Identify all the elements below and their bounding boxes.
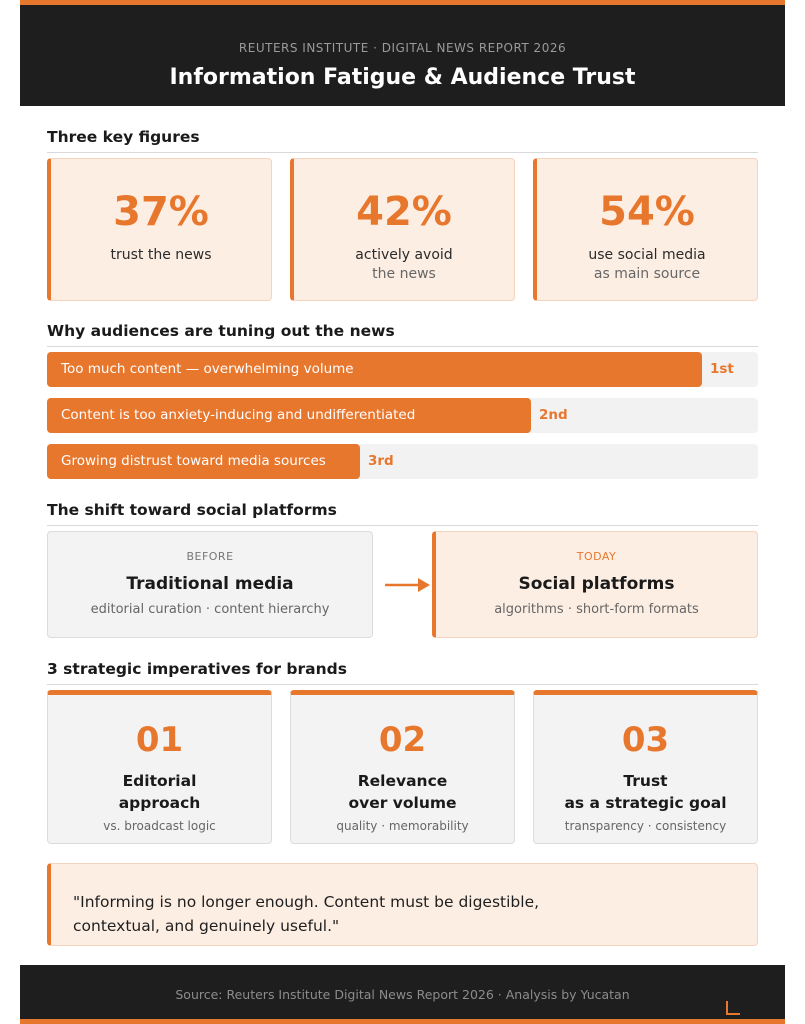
page-title: Information Fatigue & Audience Trust xyxy=(169,65,636,90)
imperative-number: 01 xyxy=(135,720,184,760)
header-kicker: REUTERS INSTITUTE · DIGITAL NEWS REPORT … xyxy=(238,41,567,55)
imperative-card-2: 02 Relevance over volume quality · memor… xyxy=(290,690,515,844)
imperative-heading-line2: approach xyxy=(118,794,201,812)
imperative-card-3: 03 Trust as a strategic goal transparenc… xyxy=(533,690,758,844)
stat-card-trust: 37% trust the news xyxy=(47,158,272,301)
reason-bar-2: Content is too anxiety-inducing and undi… xyxy=(47,398,758,433)
shift-heading: Social platforms xyxy=(518,574,675,594)
stat-value: 37% xyxy=(113,189,209,235)
reason-rank: 3rd xyxy=(368,453,394,469)
reason-text: Content is too anxiety-inducing and undi… xyxy=(61,407,416,423)
shift-tag: BEFORE xyxy=(186,550,234,563)
reason-rank: 2nd xyxy=(539,407,568,423)
shift-before-card: BEFORE Traditional media editorial curat… xyxy=(47,531,373,638)
shift-subtitle: editorial curation · content hierarchy xyxy=(90,602,330,617)
reason-text: Growing distrust toward media sources xyxy=(61,453,326,469)
shift-heading: Traditional media xyxy=(126,574,294,594)
stat-value: 54% xyxy=(599,189,695,235)
imperative-heading: Relevance xyxy=(357,772,448,790)
imperative-number: 02 xyxy=(378,720,427,760)
stat-label: actively avoid xyxy=(355,247,453,263)
imperative-heading-line2: over volume xyxy=(348,794,457,812)
footer-source: Source: Reuters Institute Digital News R… xyxy=(175,987,630,1002)
reason-bar-fill: Growing distrust toward media sources xyxy=(47,444,360,479)
footer-banner: Source: Reuters Institute Digital News R… xyxy=(20,965,785,1024)
stat-label: use social media xyxy=(588,247,706,263)
imperative-heading: Editorial xyxy=(122,772,197,790)
imperative-subtitle: quality · memorability xyxy=(336,819,469,833)
reason-bar-fill: Content is too anxiety-inducing and undi… xyxy=(47,398,531,433)
shift-today-card: TODAY Social platforms algorithms · shor… xyxy=(432,531,758,638)
reason-rank: 1st xyxy=(710,361,734,377)
quote-line-1: "Informing is no longer enough. Content … xyxy=(73,893,540,911)
stat-label-secondary: as main source xyxy=(593,266,701,282)
stat-card-social: 54% use social media as main source xyxy=(533,158,758,301)
stat-value: 42% xyxy=(356,189,452,235)
imperative-heading-line2: as a strategic goal xyxy=(564,794,727,812)
shift-tag: TODAY xyxy=(576,550,617,563)
section-title-key-figures: Three key figures xyxy=(47,128,758,153)
imperative-card-1: 01 Editorial approach vs. broadcast logi… xyxy=(47,690,272,844)
shift-subtitle: algorithms · short-form formats xyxy=(494,602,699,617)
arrow-right-icon xyxy=(385,578,430,592)
imperative-subtitle: transparency · consistency xyxy=(564,819,727,833)
reason-bar-3: Growing distrust toward media sources 3r… xyxy=(47,444,758,479)
header-banner: REUTERS INSTITUTE · DIGITAL NEWS REPORT … xyxy=(20,0,785,106)
imperative-number: 03 xyxy=(621,720,670,760)
quote-line-2: contextual, and genuinely useful." xyxy=(73,917,340,935)
stat-card-avoid: 42% actively avoid the news xyxy=(290,158,515,301)
imperative-subtitle: vs. broadcast logic xyxy=(103,819,216,833)
quote-box: "Informing is no longer enough. Content … xyxy=(47,863,758,946)
imperative-heading: Trust xyxy=(623,772,668,790)
stat-label: trust the news xyxy=(110,247,212,263)
section-title-shift: The shift toward social platforms xyxy=(47,501,758,526)
section-title-imperatives: 3 strategic imperatives for brands xyxy=(47,660,758,685)
stat-label-secondary: the news xyxy=(372,266,436,282)
reason-bar-1: Too much content — overwhelming volume 1… xyxy=(47,352,758,387)
section-title-reasons: Why audiences are tuning out the news xyxy=(47,322,758,347)
reason-text: Too much content — overwhelming volume xyxy=(61,361,354,377)
reason-bar-fill: Too much content — overwhelming volume xyxy=(47,352,702,387)
corner-logo-icon xyxy=(726,1001,740,1015)
